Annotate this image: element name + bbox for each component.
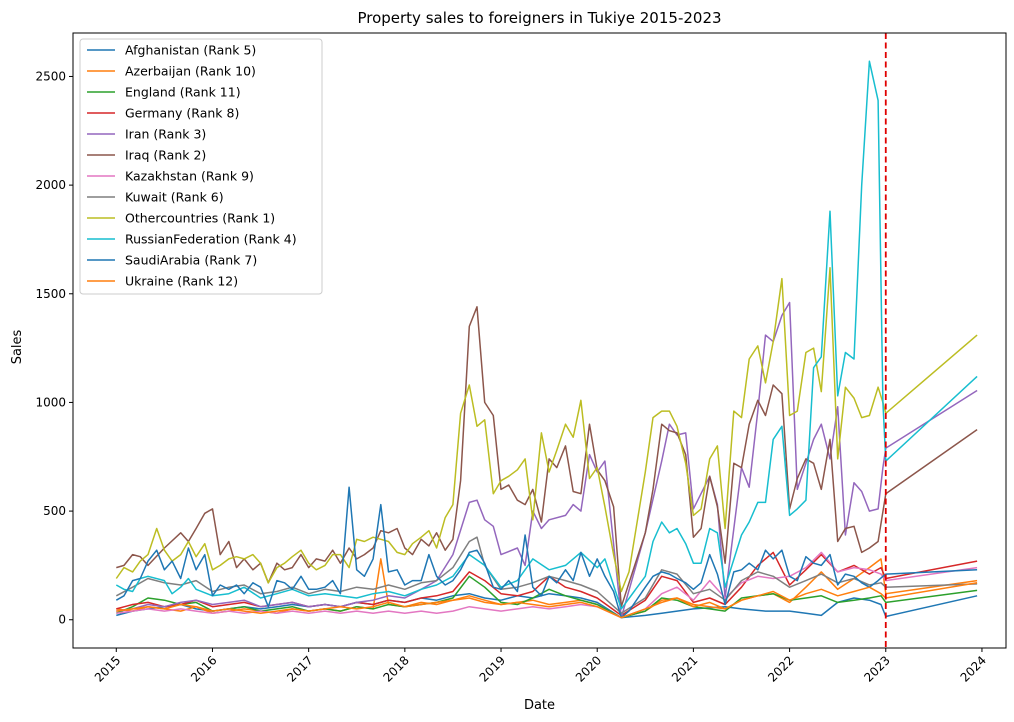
x-tick-label: 2018 bbox=[380, 653, 411, 684]
legend: Afghanistan (Rank 5) Azerbaijan (Rank 10)… bbox=[79, 38, 323, 295]
legend-label: RussianFederation (Rank 4) bbox=[125, 232, 297, 247]
legend-label: Azerbaijan (Rank 10) bbox=[125, 64, 256, 79]
legend-label: Kazakhstan (Rank 9) bbox=[125, 169, 254, 184]
x-axis-label: Date bbox=[524, 698, 555, 713]
y-axis-label: Sales bbox=[10, 329, 25, 364]
plot-frame bbox=[72, 32, 1007, 649]
y-tick-label: 2500 bbox=[35, 69, 66, 83]
x-tick-label: 2020 bbox=[573, 653, 604, 684]
y-tick-label: 1000 bbox=[35, 395, 66, 409]
legend-label: Iran (Rank 3) bbox=[125, 127, 206, 142]
x-tick-label: 2024 bbox=[958, 653, 989, 684]
series-line-10 bbox=[115, 486, 978, 619]
legend-label: SaudiArabia (Rank 7) bbox=[125, 253, 257, 268]
legend-label: Iraq (Rank 2) bbox=[125, 148, 206, 163]
series-line-5 bbox=[116, 306, 978, 608]
x-tick-label: 2022 bbox=[765, 653, 796, 684]
series-line-11 bbox=[116, 582, 978, 619]
x-tick-label: 2017 bbox=[284, 653, 315, 684]
legend-label: Kuwait (Rank 6) bbox=[125, 190, 224, 205]
x-tick-label: 2023 bbox=[861, 653, 892, 684]
series-line-6 bbox=[116, 551, 978, 619]
legend-label: Germany (Rank 8) bbox=[125, 106, 239, 121]
chart-title: Property sales to foreigners in Tukiye 2… bbox=[357, 9, 721, 27]
legend-box bbox=[79, 38, 323, 295]
x-tick-label: 2016 bbox=[188, 653, 219, 684]
series-line-9 bbox=[115, 60, 978, 610]
y-tick-label: 500 bbox=[43, 504, 66, 518]
y-tick-label: 1500 bbox=[35, 287, 66, 301]
legend-label: Othercountries (Rank 1) bbox=[125, 211, 275, 226]
legend-label: Ukraine (Rank 12) bbox=[125, 274, 238, 289]
y-tick-label: 0 bbox=[58, 613, 66, 627]
series-layer bbox=[115, 60, 978, 619]
x-tick-label: 2021 bbox=[669, 653, 700, 684]
x-tick-label: 2015 bbox=[92, 653, 123, 684]
y-tick-label: 2000 bbox=[35, 178, 66, 192]
legend-label: England (Rank 11) bbox=[125, 85, 241, 100]
series-line-4 bbox=[116, 301, 978, 619]
x-tick-label: 2019 bbox=[477, 653, 508, 684]
series-line-3 bbox=[116, 551, 978, 617]
series-line-8 bbox=[115, 266, 978, 593]
legend-label: Afghanistan (Rank 5) bbox=[125, 43, 256, 58]
